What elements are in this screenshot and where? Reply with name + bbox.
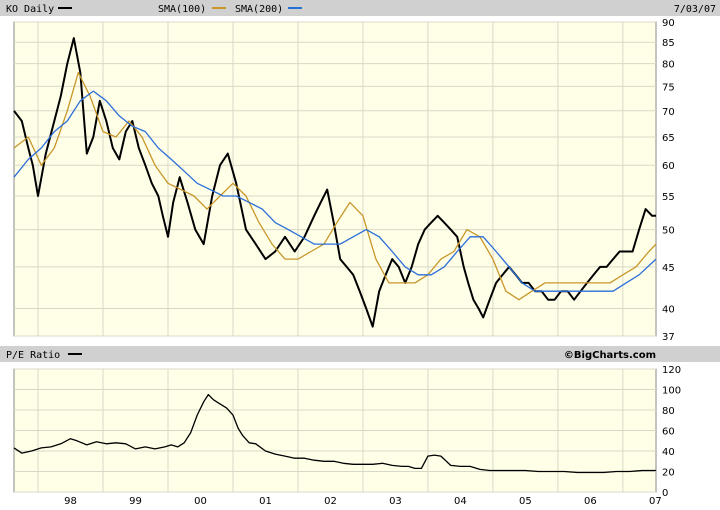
x-tick-label: 04 [454,496,467,507]
pe-y-tick-label: 80 [662,406,675,417]
x-tick-label: 00 [194,496,207,507]
pe-y-axis: 120 100 80 60 40 20 0 [662,365,681,499]
sma100-line [13,71,657,301]
sma200-line [13,90,657,292]
price-y-tick-label: 40 [662,304,675,315]
x-tick-label: 98 [64,496,77,507]
pe-ratio-label: P/E Ratio [6,350,60,361]
price-y-tick-label: 50 [662,226,675,237]
price-y-axis: 90 85 80 75 70 65 60 55 50 45 40 37 [662,18,675,343]
sma100-legend-label: SMA(100) [158,4,206,15]
separator-bar [0,346,720,362]
pe-series-group [13,393,656,474]
pe-y-tick-label: 20 [662,468,675,479]
x-tick-label: 07 [649,496,662,507]
price-y-tick-label: 37 [662,332,675,343]
price-y-tick-label: 90 [662,18,675,29]
pe-y-tick-label: 0 [662,488,668,499]
x-tick-label: 06 [584,496,597,507]
price-y-tick-label: 70 [662,107,675,118]
pe-y-tick-label: 60 [662,427,675,438]
price-y-tick-label: 80 [662,60,675,71]
sma200-legend-label: SMA(200) [235,4,283,15]
price-series-group [13,37,657,328]
price-panel [13,21,657,337]
header-bar [0,0,720,16]
pe-y-tick-label: 120 [662,365,681,376]
price-y-tick-label: 65 [662,133,675,144]
price-y-tick-label: 85 [662,38,675,49]
price-y-tick-label: 60 [662,161,675,172]
bigcharts-credit: ©BigCharts.com [564,350,656,361]
chart-date: 7/03/07 [674,4,716,15]
price-gridlines [14,21,656,337]
ticker-label: KO Daily [6,4,54,15]
x-tick-label: 05 [519,496,532,507]
price-line [13,37,656,328]
price-y-tick-label: 75 [662,82,675,93]
x-tick-label: 03 [389,496,402,507]
x-tick-label: 99 [129,496,142,507]
x-tick-label: 01 [259,496,272,507]
x-axis: 98 99 00 01 02 03 04 05 06 07 [64,496,662,507]
x-tick-label: 02 [324,496,337,507]
price-y-tick-label: 45 [662,263,675,274]
price-y-tick-label: 55 [662,192,675,203]
pe-y-tick-label: 40 [662,447,675,458]
pe-y-tick-label: 100 [662,386,681,397]
pe-ratio-line [13,393,656,474]
